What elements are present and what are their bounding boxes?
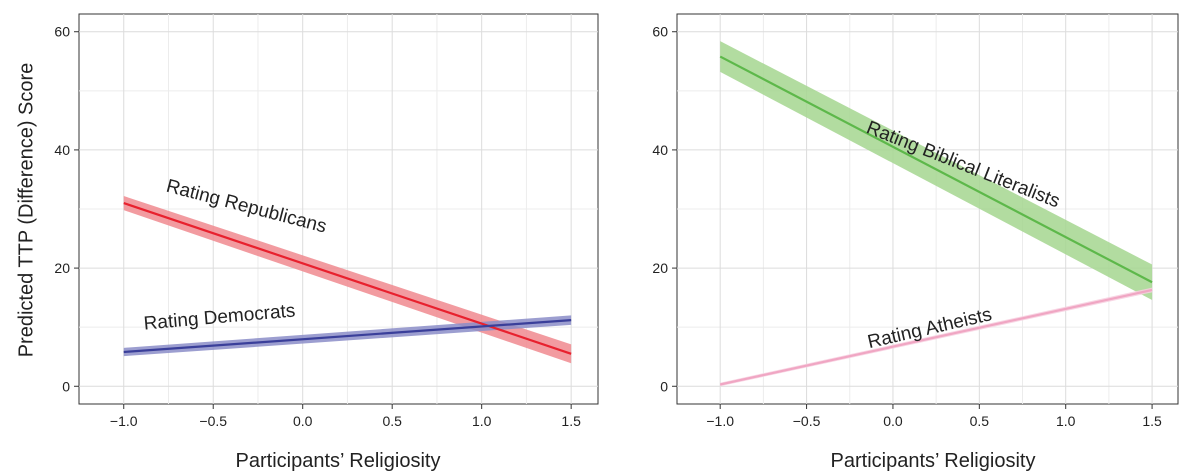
series-line: [123, 318, 572, 354]
ticks: −1.0 −0.5 0.0 0.5 1.0 1.5 0 20 40 60: [652, 24, 1162, 429]
y-tick-label: 40: [54, 142, 70, 158]
y-tick-label: 40: [652, 142, 668, 158]
x-tick-label: 0.0: [293, 413, 313, 429]
x-tick-label: 0.5: [970, 413, 990, 429]
y-axis-title: Predicted TTP (Difference) Score: [15, 63, 37, 358]
x-tick-label: −0.5: [793, 413, 821, 429]
x-axis-title-left: Participants’ Religiosity: [236, 450, 441, 472]
x-tick-label: 1.5: [561, 413, 581, 429]
series-lines: [719, 55, 1153, 386]
x-axis-title-right: Participants’ Religiosity: [831, 450, 1036, 472]
x-tick-label: −1.0: [706, 413, 734, 429]
y-tick-label: 0: [660, 378, 668, 394]
x-tick-label: 1.0: [1056, 413, 1076, 429]
ticks: −1.0 −0.5 0.0 0.5 1.0 1.5 0 20 40 60: [54, 24, 581, 429]
x-tick-label: 0.5: [382, 413, 402, 429]
ci-band: [123, 196, 572, 364]
y-tick-label: 20: [54, 260, 70, 276]
x-tick-label: 1.0: [472, 413, 492, 429]
series-line: [719, 55, 1153, 284]
x-tick-label: −1.0: [110, 413, 138, 429]
series-line: [123, 202, 572, 355]
series-line: [719, 288, 1153, 386]
y-tick-label: 60: [54, 24, 70, 40]
series-lines: [123, 202, 572, 355]
x-tick-label: 1.5: [1142, 413, 1162, 429]
y-tick-label: 20: [652, 260, 668, 276]
x-tick-label: −0.5: [199, 413, 227, 429]
y-tick-label: 60: [652, 24, 668, 40]
y-tick-label: 0: [62, 378, 70, 394]
x-tick-label: 0.0: [883, 413, 903, 429]
